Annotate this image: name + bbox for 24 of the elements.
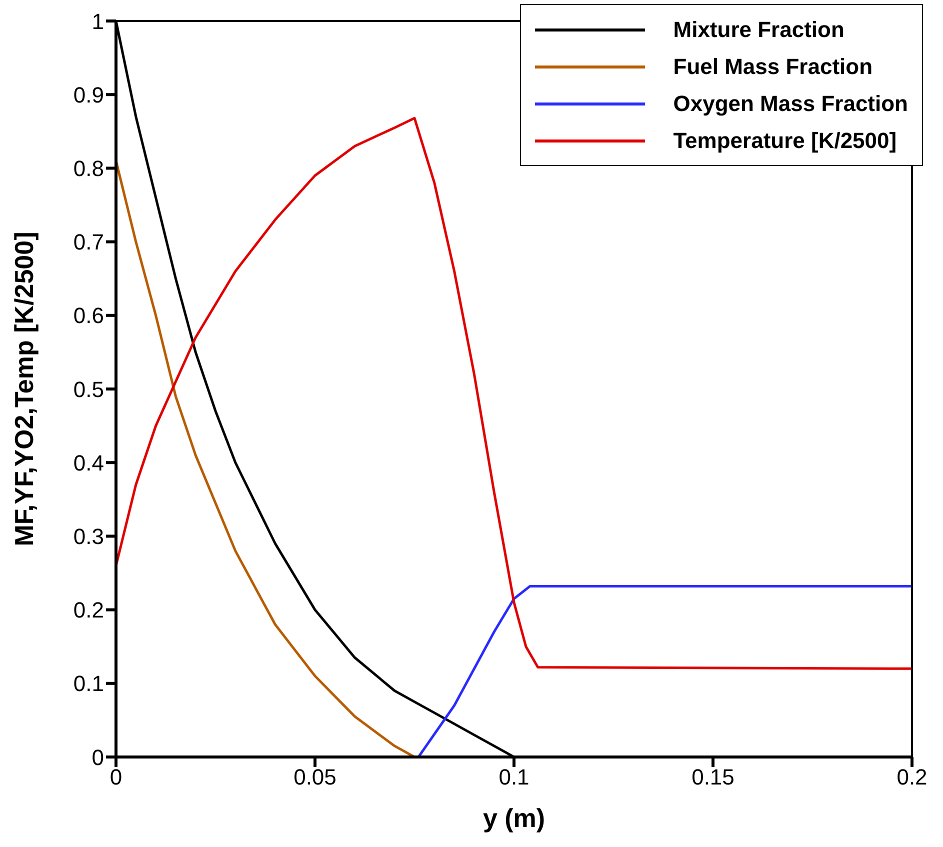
y-tick-label: 1 [92, 8, 104, 34]
line-series [116, 116, 912, 670]
legend-label: Oxygen Mass Fraction [673, 90, 908, 116]
y-tick-label: 0 [92, 744, 104, 770]
legend-label: Fuel Mass Fraction [673, 54, 873, 80]
x-tick-label: 0 [110, 764, 122, 790]
y-tick-label: 0.1 [73, 671, 104, 696]
x-tick-label: 0.15 [692, 764, 734, 790]
legend-label: Mixture Fraction [673, 16, 844, 42]
y-tick-label: 0.8 [73, 156, 104, 182]
x-tick-label: 0.2 [896, 764, 928, 790]
x-tick-label: 0.05 [294, 764, 336, 790]
y-tick-label: 0.6 [73, 303, 104, 328]
y-axis-title: MF,YF,YO2,Temp [K/2500] [9, 232, 40, 546]
y-tick-label: 0.7 [73, 230, 104, 255]
legend-label: Temperature [K/2500] [673, 128, 897, 154]
x-axis-title: y (m) [482, 803, 546, 833]
y-tick-label: 0.4 [73, 450, 104, 476]
y-tick-label: 0.3 [73, 524, 104, 550]
x-tick-label: 0.1 [498, 764, 530, 790]
y-tick-label: 0.9 [73, 82, 104, 108]
y-tick-label: 0.2 [73, 598, 104, 623]
y-tick-label: 0.5 [73, 376, 104, 402]
line-series [417, 585, 912, 757]
